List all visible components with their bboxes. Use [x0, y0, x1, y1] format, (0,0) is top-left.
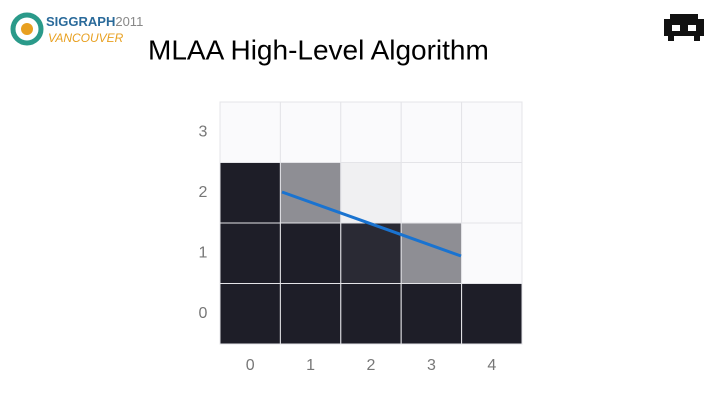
y-label: 2 — [199, 184, 208, 201]
pixel-cell — [340, 101, 402, 163]
pixel-cell — [461, 283, 523, 345]
pixel-cell — [340, 283, 402, 345]
y-label: 3 — [199, 123, 208, 140]
pixel-cell — [279, 222, 342, 284]
pixel-cell — [219, 283, 281, 345]
pixel-grid: 3 2 1 0 0 1 2 3 4 — [199, 101, 523, 374]
pixel-cell — [400, 283, 463, 345]
x-label: 1 — [306, 357, 315, 374]
pixel-cell — [279, 162, 342, 224]
logo: SIGGRAPH2011 VANCOUVER — [10, 12, 143, 46]
pixel-cell — [279, 101, 342, 163]
logo-text: SIGGRAPH2011 — [46, 14, 143, 29]
pixel-cell — [219, 222, 281, 284]
pixel-cell — [461, 101, 523, 163]
pixel-cell — [219, 162, 281, 224]
y-label: 0 — [199, 305, 208, 322]
invader-icon — [664, 14, 704, 41]
pixel-cell — [461, 162, 523, 224]
pixel-cell — [461, 222, 523, 284]
pixel-cell — [340, 162, 402, 224]
x-label: 2 — [367, 357, 376, 374]
x-label: 0 — [246, 357, 255, 374]
x-label: 4 — [487, 357, 496, 374]
logo-swirl — [10, 12, 44, 46]
y-label: 1 — [199, 244, 208, 261]
pixel-cell — [219, 101, 281, 163]
pixel-cell — [400, 162, 463, 224]
pixel-cell — [400, 101, 463, 163]
x-label: 3 — [427, 357, 436, 374]
slide-title: MLAA High-Level Algorithm — [148, 34, 489, 65]
logo-city: VANCOUVER — [48, 31, 124, 45]
edge-line — [281, 190, 462, 258]
logo-dot — [21, 23, 33, 35]
pixel-cell — [279, 283, 342, 345]
